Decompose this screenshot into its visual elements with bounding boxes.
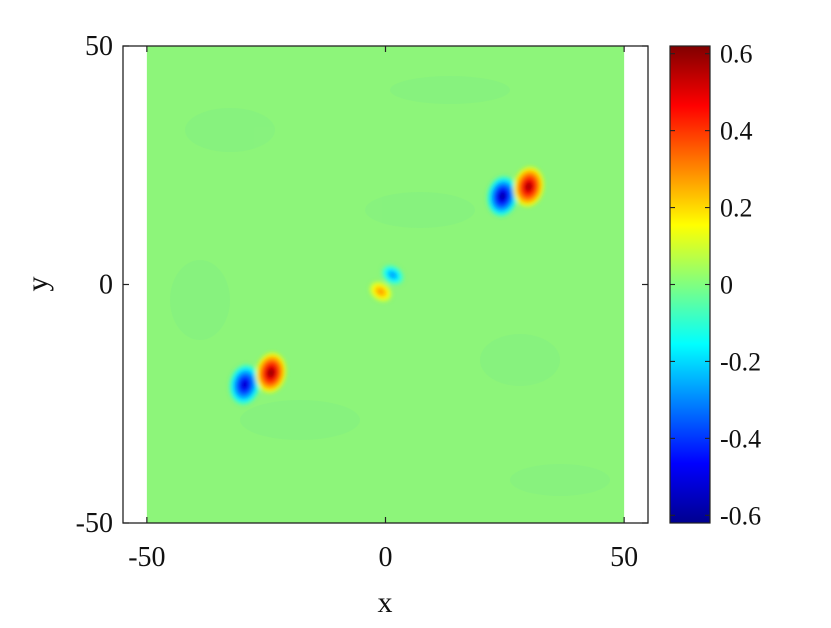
x-tick-label: 0 xyxy=(379,542,393,573)
feature-contour xyxy=(242,382,247,388)
feature-positive-5 xyxy=(513,166,544,207)
colorbar: -0.6 -0.4 -0.2 0 0.2 0.4 0.6 xyxy=(669,40,761,530)
colorbar-tick-label: 0.2 xyxy=(720,194,753,223)
x-axis: -50 0 50 xyxy=(128,46,638,573)
plot-area xyxy=(122,45,649,524)
y-axis-label: y xyxy=(21,277,54,292)
y-tick-label: -50 xyxy=(76,508,113,539)
colorbar-tick-label: 0.4 xyxy=(720,117,753,146)
feature-contour xyxy=(391,273,395,277)
heatmap-features xyxy=(229,166,544,405)
colorbar-gradient xyxy=(669,45,711,524)
y-axis: -50 0 50 xyxy=(76,31,648,539)
feature-contour xyxy=(269,370,273,376)
colorbar-tick-label: 0.6 xyxy=(720,40,753,69)
feature-negative-4 xyxy=(487,176,518,217)
colorbar-tick-label: 0 xyxy=(720,271,733,300)
colorbar-tick-label: -0.2 xyxy=(720,347,761,376)
feature-contour xyxy=(526,184,531,190)
feature-negative-3 xyxy=(381,264,404,286)
y-tick-label: 0 xyxy=(99,270,113,301)
field-texture xyxy=(170,76,610,496)
colorbar-tick-label: -0.4 xyxy=(720,424,761,453)
feature-positive-1 xyxy=(255,352,287,393)
x-tick-label: -50 xyxy=(128,542,165,573)
feature-positive-2 xyxy=(369,281,392,302)
y-tick-label: 50 xyxy=(85,31,113,62)
x-axis-label: x xyxy=(378,586,393,619)
colorbar-tick-label: -0.6 xyxy=(720,501,761,530)
colorbar-ticks: -0.6 -0.4 -0.2 0 0.2 0.4 0.6 xyxy=(670,40,761,530)
feature-negative-0 xyxy=(229,364,260,405)
feature-contour xyxy=(379,290,383,293)
feature-contour xyxy=(500,193,505,199)
x-tick-label: 50 xyxy=(610,542,638,573)
